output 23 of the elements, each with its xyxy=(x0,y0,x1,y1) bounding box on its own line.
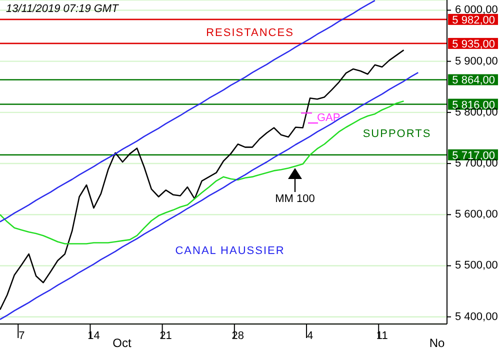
y-tick-label: 5 400,00 xyxy=(455,310,498,323)
y-tick-label: 5 500,00 xyxy=(455,260,498,272)
annotation: CANAL HAUSSIER xyxy=(175,245,285,257)
annotation: RESISTANCES xyxy=(206,27,294,39)
ref-line-label: 5 982,00 xyxy=(452,14,495,26)
ref-line-label: 5 935,00 xyxy=(452,38,495,50)
y-tick-label: 5 700,00 xyxy=(455,158,498,170)
x-tick-label: 11 xyxy=(376,330,388,342)
x-tick-label: 14 xyxy=(88,330,100,342)
annotation: GAP xyxy=(317,112,340,124)
chart-title: 13/11/2019 07:19 GMT xyxy=(6,3,120,15)
x-tick-label: 4 xyxy=(306,330,314,342)
annotation: MM 100 xyxy=(275,193,315,205)
y-tick-label: 5 900,00 xyxy=(455,55,498,68)
ref-line-label: 5 864,00 xyxy=(452,74,495,87)
text: No xyxy=(429,336,445,350)
y-tick-label: 6 000,00 xyxy=(455,4,498,16)
annotation: SUPPORTS xyxy=(362,128,432,140)
y-tick-label: 5 600,00 xyxy=(455,208,498,221)
x-tick-label: 21 xyxy=(160,330,172,342)
x-tick-label: 28 xyxy=(232,330,244,342)
x-tick-label: 7 xyxy=(18,330,25,342)
text: Oct xyxy=(112,336,132,350)
